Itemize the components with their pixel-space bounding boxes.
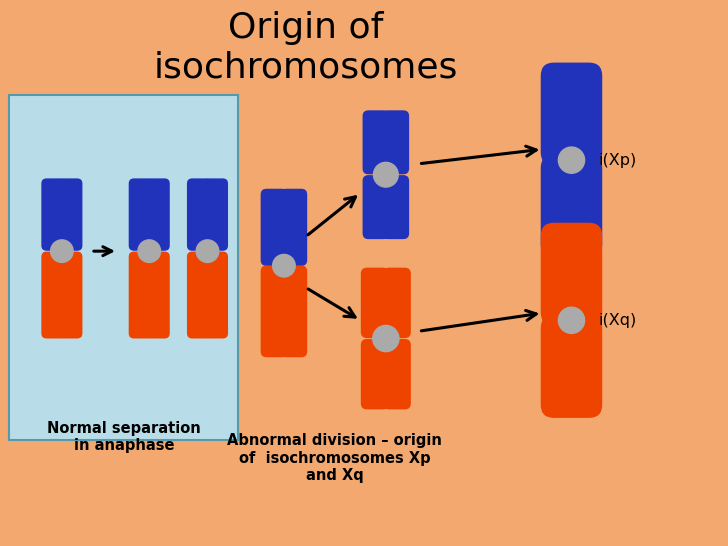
Circle shape <box>558 307 585 334</box>
Circle shape <box>373 325 399 352</box>
FancyBboxPatch shape <box>382 175 409 239</box>
Circle shape <box>373 162 398 187</box>
FancyBboxPatch shape <box>146 252 170 339</box>
Circle shape <box>197 240 218 263</box>
FancyBboxPatch shape <box>361 339 389 410</box>
FancyBboxPatch shape <box>541 223 602 326</box>
FancyBboxPatch shape <box>541 155 602 258</box>
FancyBboxPatch shape <box>41 252 66 339</box>
FancyBboxPatch shape <box>129 252 153 339</box>
Text: Normal separation
in anaphase: Normal separation in anaphase <box>47 421 201 453</box>
FancyBboxPatch shape <box>261 189 288 266</box>
FancyBboxPatch shape <box>261 265 288 357</box>
FancyBboxPatch shape <box>9 94 238 441</box>
FancyBboxPatch shape <box>363 110 389 174</box>
Circle shape <box>558 147 585 173</box>
FancyBboxPatch shape <box>361 268 389 338</box>
Text: i(Xp): i(Xp) <box>598 153 637 168</box>
FancyBboxPatch shape <box>146 179 170 251</box>
FancyBboxPatch shape <box>187 179 211 251</box>
FancyBboxPatch shape <box>58 252 82 339</box>
FancyBboxPatch shape <box>280 265 307 357</box>
Text: i(Xq): i(Xq) <box>598 313 637 328</box>
FancyBboxPatch shape <box>541 315 602 418</box>
FancyBboxPatch shape <box>541 63 602 165</box>
FancyBboxPatch shape <box>204 252 228 339</box>
Text: Abnormal division – origin
of  isochromosomes Xp
and Xq: Abnormal division – origin of isochromos… <box>227 433 443 483</box>
Text: Origin of
isochromosomes: Origin of isochromosomes <box>154 11 458 84</box>
FancyBboxPatch shape <box>129 179 153 251</box>
FancyBboxPatch shape <box>204 179 228 251</box>
Circle shape <box>51 240 73 263</box>
Circle shape <box>272 254 296 277</box>
FancyBboxPatch shape <box>58 179 82 251</box>
FancyBboxPatch shape <box>382 110 409 174</box>
Circle shape <box>138 240 160 263</box>
FancyBboxPatch shape <box>187 252 211 339</box>
FancyBboxPatch shape <box>41 179 66 251</box>
FancyBboxPatch shape <box>363 175 389 239</box>
FancyBboxPatch shape <box>383 339 411 410</box>
FancyBboxPatch shape <box>280 189 307 266</box>
FancyBboxPatch shape <box>383 268 411 338</box>
